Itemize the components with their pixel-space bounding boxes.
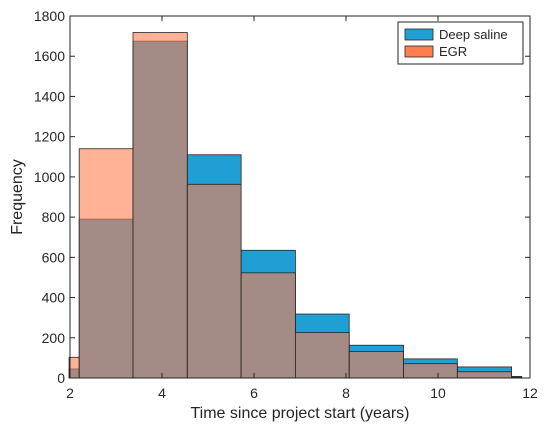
x-tick-label-2: 6 xyxy=(250,385,258,401)
legend-swatch-egr xyxy=(404,45,434,58)
bar-egr-8 xyxy=(456,371,513,379)
y-axis-label: Frequency xyxy=(9,159,26,235)
bar-egr-0 xyxy=(68,356,80,379)
ticks-layer xyxy=(69,15,531,379)
bar-egr-4 xyxy=(240,272,296,379)
legend: Deep saline EGR xyxy=(397,21,524,65)
y-tick-label-7: 1400 xyxy=(34,88,65,104)
x-tick-label-5: 12 xyxy=(522,385,538,401)
bar-egr-5 xyxy=(294,332,350,379)
y-tick-label-2: 400 xyxy=(42,290,66,306)
x-tick-label-1: 4 xyxy=(158,385,166,401)
y-tick-label-8: 1600 xyxy=(34,48,65,64)
y-tick-label-0: 0 xyxy=(57,370,65,386)
x-tick-label-3: 8 xyxy=(342,385,350,401)
y-tick-label-3: 600 xyxy=(42,249,66,265)
y-tick-label-5: 1000 xyxy=(34,169,65,185)
legend-label-egr: EGR xyxy=(439,44,467,59)
legend-label-deep-saline: Deep saline xyxy=(439,27,508,42)
bar-egr-6 xyxy=(348,351,404,379)
plot-frame xyxy=(69,15,531,379)
bar-egr-7 xyxy=(403,363,458,379)
legend-swatch-deep-saline xyxy=(404,28,434,41)
bar-egr-2 xyxy=(132,32,188,379)
y-tick-label-4: 800 xyxy=(42,209,66,225)
x-tick-label-0: 2 xyxy=(66,385,74,401)
y-tick-label-9: 1800 xyxy=(34,8,65,24)
bars-layer xyxy=(68,32,523,379)
x-tick-label-4: 10 xyxy=(430,385,446,401)
y-tick-label-1: 200 xyxy=(42,330,66,346)
y-tick-label-6: 1200 xyxy=(34,129,65,145)
x-axis-label: Time since project start (years) xyxy=(190,405,409,422)
tick-labels-layer: 2 4 6 8 10 12 0 200 400 600 800 1000 1200 1400 1600 180… xyxy=(34,8,538,401)
bar-egr-1 xyxy=(78,148,134,379)
bar-egr-3 xyxy=(186,183,242,379)
